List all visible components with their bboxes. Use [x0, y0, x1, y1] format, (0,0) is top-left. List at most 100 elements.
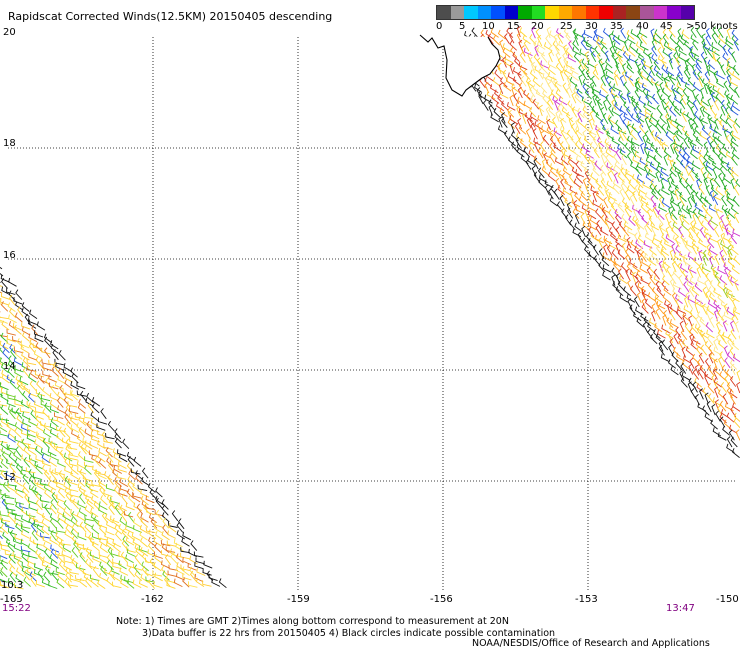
- wind-barb-icon: [573, 178, 582, 189]
- wind-barb-icon: [676, 352, 685, 362]
- wind-barb-icon: [554, 99, 559, 111]
- wind-barb-icon: [64, 530, 73, 540]
- wind-barb-icon: [20, 381, 29, 391]
- wind-barb-icon: [93, 500, 101, 512]
- wind-barb-icon: [107, 474, 114, 486]
- wind-barb-icon: [680, 34, 690, 44]
- wind-barb-icon: [76, 542, 86, 551]
- wind-barb-icon: [732, 64, 740, 76]
- wind-barb-icon: [611, 221, 618, 233]
- wind-barb-icon: [55, 567, 65, 576]
- wind-barb-icon: [20, 340, 30, 349]
- colorbar-label: 30: [585, 21, 598, 32]
- wind-barb-icon: [620, 27, 627, 39]
- wind-barb-icon: [615, 242, 620, 254]
- wind-barb-icon: [660, 248, 667, 260]
- wind-barb-icon: [592, 69, 600, 80]
- wind-barb-icon: [59, 384, 66, 396]
- wind-barb-icon: [64, 457, 72, 469]
- wind-barb-icon: [629, 42, 637, 53]
- wind-barb-icon: [499, 107, 508, 117]
- wind-barb-icon: [692, 212, 697, 225]
- wind-barb-icon: [55, 494, 65, 503]
- wind-barb-icon: [637, 226, 642, 238]
- wind-barb-icon: [634, 218, 640, 230]
- wind-barb-icon: [719, 400, 727, 412]
- wind-barb-icon: [667, 72, 677, 81]
- wind-barb-icon: [70, 416, 78, 427]
- wind-barb-icon: [98, 480, 106, 492]
- wind-barb-icon: [682, 214, 690, 225]
- wind-barb-icon: [28, 333, 38, 343]
- wind-barb-icon: [720, 333, 727, 345]
- wind-barb-icon: [0, 470, 9, 473]
- wind-barb-icon: [652, 34, 662, 45]
- wind-barb-icon: [722, 143, 731, 154]
- wind-barb-icon: [0, 517, 10, 527]
- wind-barb-icon: [145, 504, 155, 510]
- wind-barb-icon: [566, 129, 574, 141]
- wind-barb-icon: [682, 125, 690, 137]
- wind-barb-icon: [543, 152, 549, 164]
- wind-barb-icon: [83, 490, 93, 499]
- wind-barb-icon: [634, 88, 641, 100]
- wind-barb-icon: [114, 432, 123, 444]
- wind-barb-icon: [682, 311, 691, 322]
- wind-barb-icon: [692, 81, 701, 92]
- wind-barb-icon: [14, 514, 24, 523]
- wind-barb-icon: [695, 93, 701, 106]
- wind-barb-icon: [36, 422, 45, 433]
- wind-barb-icon: [687, 137, 697, 147]
- wind-barb-icon: [714, 253, 720, 266]
- wind-barb-icon: [730, 166, 739, 177]
- wind-barb-icon: [661, 73, 671, 82]
- wind-barb-icon: [625, 168, 634, 178]
- wind-barb-icon: [533, 155, 542, 166]
- wind-barb-icon: [705, 34, 711, 47]
- wind-barb-icon: [646, 75, 654, 86]
- wind-barb-icon: [718, 339, 726, 350]
- wind-barb-icon: [0, 404, 8, 407]
- wind-barb-icon: [181, 537, 190, 547]
- wind-barb-icon: [733, 212, 740, 224]
- wind-barb-icon: [1, 320, 10, 331]
- wind-barb-icon: [57, 375, 67, 385]
- wind-barb-icon: [34, 487, 43, 497]
- wind-barb-icon: [24, 493, 31, 505]
- wind-barb-icon: [540, 130, 545, 142]
- wind-barb-icon: [668, 359, 677, 369]
- wind-barb-icon: [22, 411, 31, 421]
- wind-barb-icon: [545, 115, 555, 125]
- wind-barb-icon: [732, 122, 739, 134]
- note-line-2: 3)Data buffer is 22 hrs from 20150405 4)…: [142, 628, 556, 639]
- wind-barb-icon: [708, 255, 714, 268]
- wind-barb-icon: [153, 537, 162, 547]
- wind-barb-icon: [523, 100, 532, 110]
- wind-barb-icon: [717, 135, 725, 146]
- wind-barb-icon: [41, 464, 50, 475]
- wind-barb-icon: [518, 108, 528, 117]
- wind-barb-icon: [691, 243, 698, 255]
- wind-barb-icon: [659, 224, 664, 236]
- wind-barb-icon: [698, 238, 707, 248]
- wind-barb-icon: [107, 451, 114, 463]
- wind-barb-icon: [89, 484, 99, 493]
- wind-barb-icon: [35, 530, 45, 540]
- wind-barb-icon: [639, 42, 649, 51]
- wind-barb-icon: [652, 206, 658, 218]
- wind-barb-icon: [582, 98, 587, 110]
- wind-barb-icon: [117, 449, 127, 457]
- wind-barb-icon: [619, 274, 628, 284]
- wind-barb-icon: [69, 460, 79, 467]
- wind-barb-icon: [14, 349, 23, 360]
- wind-barb-icon: [141, 561, 149, 572]
- wind-barb-icon: [690, 48, 700, 57]
- colorbar-segment: [464, 6, 478, 19]
- wind-barb-icon: [677, 201, 682, 213]
- wind-barb-icon: [509, 94, 514, 107]
- wind-barb-icon: [21, 530, 30, 539]
- wind-barb-icon: [588, 130, 596, 141]
- wind-barb-icon: [694, 323, 704, 333]
- wind-barb-icon: [484, 82, 490, 94]
- wind-barb-icon: [645, 93, 653, 105]
